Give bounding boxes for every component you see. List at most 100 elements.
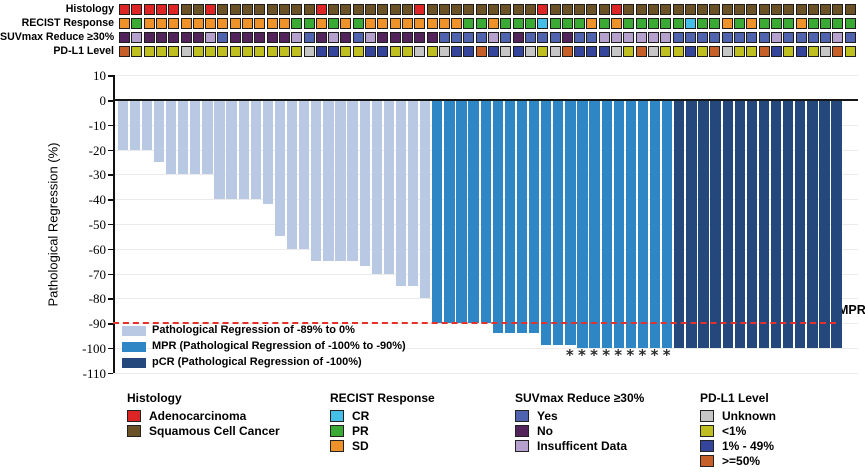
- y-tick-label: 10: [93, 68, 106, 84]
- waterfall-bar: [613, 100, 624, 348]
- annotation-cell: [586, 46, 598, 57]
- annotation-cell: [414, 18, 426, 29]
- annotation-cell: [401, 46, 413, 57]
- annotation-cell: [844, 4, 856, 15]
- annotation-cell: [180, 46, 192, 57]
- track-label: SUVmax Reduce ≥30%: [0, 31, 115, 43]
- bottom-legend-label: >=50%: [722, 454, 761, 468]
- waterfall-bar: [190, 100, 201, 175]
- annotation-cell: [734, 18, 745, 29]
- annotation-cell: [266, 18, 278, 29]
- annotation-cell: [537, 4, 549, 15]
- annotation-cell: [463, 4, 475, 15]
- annotation-cell: [328, 18, 340, 29]
- y-tick-label: -10: [88, 117, 106, 133]
- annotation-cell: [475, 4, 487, 15]
- annotation-cell: [389, 46, 401, 57]
- track-label: PD-L1 Level: [53, 45, 114, 57]
- annotation-cell: [770, 32, 782, 43]
- annotation-cell: [709, 4, 721, 15]
- annotation-cell: [155, 18, 167, 29]
- waterfall-bar: [395, 100, 407, 286]
- annotation-cell: [561, 46, 573, 57]
- annotation-cell: [266, 46, 278, 57]
- annotation-cell: [463, 18, 475, 29]
- annotation-cell: [229, 32, 241, 43]
- annotation-cell: [561, 18, 573, 29]
- annotation-cell: [721, 32, 733, 43]
- waterfall-bar: [274, 100, 286, 237]
- waterfall-bar: [178, 100, 189, 175]
- annotation-cell: [143, 32, 155, 43]
- bottom-legend-swatch: [330, 440, 344, 452]
- y-tick-label: 0: [99, 93, 107, 108]
- waterfall-bar: [335, 100, 346, 262]
- y-tick-label: -90: [88, 316, 106, 331]
- bottom-legend-label: Yes: [537, 409, 558, 423]
- bottom-legend-label: Insufficent Data: [537, 439, 628, 453]
- annotation-cell: [512, 46, 524, 57]
- waterfall-bar: [432, 100, 443, 323]
- annotation-cell: [192, 46, 204, 57]
- annotation-cell: [721, 4, 733, 15]
- annotation-cell: [844, 18, 856, 29]
- annotation-cell: [488, 18, 499, 29]
- waterfall-bar: [214, 100, 225, 200]
- annotation-cell: [783, 4, 795, 15]
- annotation-cell: [734, 46, 745, 57]
- annotation-cell: [475, 18, 487, 29]
- annotation-cell: [746, 18, 758, 29]
- waterfall-bar: [299, 100, 310, 249]
- annotation-cell: [660, 46, 672, 57]
- annotation-cell: [709, 32, 721, 43]
- annotation-cell: [770, 46, 782, 57]
- zero-baseline: [113, 99, 858, 101]
- bottom-legend-swatch: [700, 410, 714, 422]
- annotation-cell: [315, 32, 327, 43]
- plot-legend-swatch: [122, 342, 146, 352]
- annotation-cell: [844, 46, 856, 57]
- annotation-cell: [586, 32, 598, 43]
- annotation-cell: [623, 18, 635, 29]
- annotation-cell: [537, 18, 549, 29]
- annotation-cell: [549, 18, 561, 29]
- annotation-cell: [438, 32, 450, 43]
- y-tick-mark: [108, 347, 113, 350]
- bottom-legend-swatch: [700, 425, 714, 437]
- y-tick-label: -40: [88, 192, 106, 208]
- waterfall-bar: [649, 100, 661, 348]
- waterfall-bar: [347, 100, 358, 262]
- annotation-cell: [340, 32, 352, 43]
- waterfall-bar: [783, 100, 794, 348]
- annotation-cell: [672, 32, 684, 43]
- annotation-cell: [598, 18, 610, 29]
- plot-legend-label: MPR (Pathological Regression of -100% to…: [152, 340, 406, 352]
- annotation-cell: [611, 18, 622, 29]
- bottom-legend-swatch: [330, 410, 344, 422]
- annotation-cell: [500, 4, 512, 15]
- waterfall-bar: [323, 100, 334, 262]
- annotation-cell: [180, 4, 192, 15]
- annotation-cell: [217, 4, 229, 15]
- annotation-cell: [574, 18, 586, 29]
- annotation-cell: [549, 46, 561, 57]
- bottom-legend-label: <1%: [722, 424, 747, 438]
- waterfall-bar: [141, 100, 153, 150]
- annotation-cell: [352, 46, 364, 57]
- annotation-cell: [623, 4, 635, 15]
- asterisk-marker: *: [565, 346, 574, 364]
- waterfall-bar: [468, 100, 479, 323]
- annotation-cell: [438, 46, 450, 57]
- annotation-cell: [537, 46, 549, 57]
- annotation-cell: [254, 46, 266, 57]
- asterisk-marker: *: [626, 346, 635, 364]
- annotation-cell: [401, 32, 413, 43]
- waterfall-bar: [601, 100, 612, 348]
- annotation-cell: [795, 32, 807, 43]
- annotation-cell: [795, 4, 807, 15]
- annotation-cell: [426, 46, 438, 57]
- annotation-cell: [611, 4, 622, 15]
- plot-legend-label: Pathological Regression of -89% to 0%: [152, 324, 355, 336]
- annotation-cell: [168, 46, 180, 57]
